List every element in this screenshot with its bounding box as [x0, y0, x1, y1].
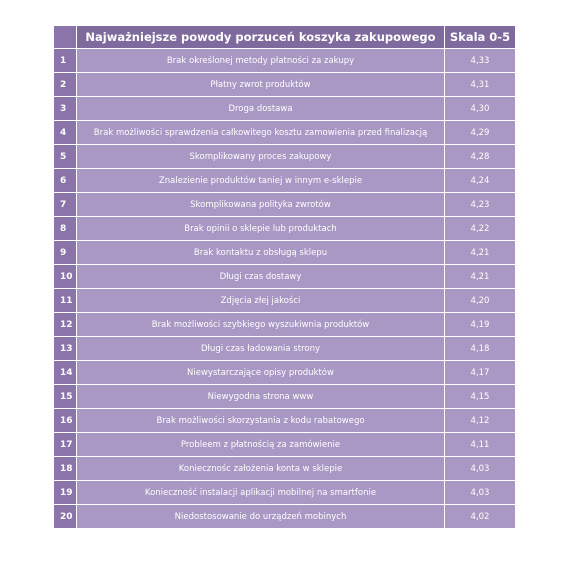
- table-row: 20 Niedostosowanie do urządzeń mobinych 4,…: [53, 504, 516, 529]
- reason-cell: Koniecznośc założenia konta w sklepie: [76, 456, 445, 481]
- reason-cell: Probleem z płatnością za zamówienie: [76, 432, 445, 457]
- row-number: 11: [53, 288, 77, 313]
- reason-cell: Niewystarczające opisy produktów: [76, 360, 445, 385]
- score-cell: 4,31: [444, 72, 516, 97]
- header-cell: [53, 25, 77, 49]
- reason-cell: Długi czas ładowania strony: [76, 336, 445, 361]
- reason-cell: Brak możliwości skorzystania z kodu raba…: [76, 408, 445, 433]
- table-row: 1 Brak określonej metody płatności za zak…: [53, 48, 516, 73]
- row-number: 6: [53, 168, 77, 193]
- score-cell: 4,18: [444, 336, 516, 361]
- score-cell: 4,29: [444, 120, 516, 145]
- reason-cell: Droga dostawa: [76, 96, 445, 121]
- table-row: 15 Niewygodna strona www 4,15: [53, 384, 516, 409]
- table-row: 19 Konieczność instalacji aplikacji mobil…: [53, 480, 516, 505]
- score-cell: 4,30: [444, 96, 516, 121]
- reason-cell: Brak możliwości szybkiego wyszukiwnia pr…: [76, 312, 445, 337]
- reason-cell: Długi czas dostawy: [76, 264, 445, 289]
- table-row: 7 Skomplikowana polityka zwrotów 4,23: [53, 192, 516, 217]
- row-number: 12: [53, 312, 77, 337]
- reason-cell: Niedostosowanie do urządzeń mobinych: [76, 504, 445, 529]
- score-cell: 4,23: [444, 192, 516, 217]
- score-cell: 4,03: [444, 456, 516, 481]
- reason-cell: Niewygodna strona www: [76, 384, 445, 409]
- score-cell: 4,22: [444, 216, 516, 241]
- score-cell: 4,12: [444, 408, 516, 433]
- row-number: 14: [53, 360, 77, 385]
- score-cell: 4,24: [444, 168, 516, 193]
- reason-cell: Brak określonej metody płatności za zaku…: [76, 48, 445, 73]
- reason-cell: Brak opinii o sklepie lub produktach: [76, 216, 445, 241]
- reason-cell: Brak możliwości sprawdzenia całkowitego …: [76, 120, 445, 145]
- row-number: 16: [53, 408, 77, 433]
- row-number: 10: [53, 264, 77, 289]
- table-row: 10 Długi czas dostawy 4,21: [53, 264, 516, 289]
- header-cell: Najważniejsze powody porzuceń koszyka za…: [76, 25, 445, 49]
- score-cell: 4,21: [444, 264, 516, 289]
- table-row: 6 Znalezienie produktów taniej w innym e-…: [53, 168, 516, 193]
- table-row: 12 Brak możliwości szybkiego wyszukiwnia …: [53, 312, 516, 337]
- reason-cell: Znalezienie produktów taniej w innym e-s…: [76, 168, 445, 193]
- table-row: 14 Niewystarczające opisy produktów 4,17: [53, 360, 516, 385]
- score-cell: 4,02: [444, 504, 516, 529]
- row-number: 7: [53, 192, 77, 217]
- reason-cell: Zdjęcia złej jakości: [76, 288, 445, 313]
- table-row: 11 Zdjęcia złej jakości 4,20: [53, 288, 516, 313]
- row-number: 5: [53, 144, 77, 169]
- row-number: 3: [53, 96, 77, 121]
- table-row: 13 Długi czas ładowania strony 4,18: [53, 336, 516, 361]
- table-row: 8 Brak opinii o sklepie lub produktach 4,2…: [53, 216, 516, 241]
- score-cell: 4,33: [444, 48, 516, 73]
- table: Najważniejsze powody porzuceń koszyka za…: [53, 25, 516, 529]
- score-cell: 4,03: [444, 480, 516, 505]
- reason-cell: Brak kontaktu z obsługą sklepu: [76, 240, 445, 265]
- score-cell: 4,11: [444, 432, 516, 457]
- table-row: 2 Płatny zwrot produktów 4,31: [53, 72, 516, 97]
- row-number: 1: [53, 48, 77, 73]
- table-body: 1 Brak określonej metody płatności za zak…: [53, 48, 516, 529]
- table-row: 5 Skomplikowany proces zakupowy 4,28: [53, 144, 516, 169]
- table-row: 18 Koniecznośc założenia konta w sklepie 4…: [53, 456, 516, 481]
- row-number: 15: [53, 384, 77, 409]
- row-number: 2: [53, 72, 77, 97]
- table-row: 9 Brak kontaktu z obsługą sklepu 4,21: [53, 240, 516, 265]
- header-row: Najważniejsze powody porzuceń koszyka za…: [53, 25, 516, 49]
- table-row: 4 Brak możliwości sprawdzenia całkowitego…: [53, 120, 516, 145]
- row-number: 4: [53, 120, 77, 145]
- row-number: 20: [53, 504, 77, 529]
- row-number: 8: [53, 216, 77, 241]
- reason-cell: Skomplikowana polityka zwrotów: [76, 192, 445, 217]
- row-number: 18: [53, 456, 77, 481]
- score-cell: 4,15: [444, 384, 516, 409]
- row-number: 9: [53, 240, 77, 265]
- header-cell: Skala 0-5: [444, 25, 516, 49]
- score-cell: 4,21: [444, 240, 516, 265]
- table-row: 17 Probleem z płatnością za zamówienie 4,1…: [53, 432, 516, 457]
- reason-cell: Płatny zwrot produktów: [76, 72, 445, 97]
- score-cell: 4,28: [444, 144, 516, 169]
- reason-cell: Konieczność instalacji aplikacji mobilne…: [76, 480, 445, 505]
- reason-cell: Skomplikowany proces zakupowy: [76, 144, 445, 169]
- score-cell: 4,17: [444, 360, 516, 385]
- row-number: 13: [53, 336, 77, 361]
- table-row: 16 Brak możliwości skorzystania z kodu ra…: [53, 408, 516, 433]
- row-number: 19: [53, 480, 77, 505]
- score-cell: 4,20: [444, 288, 516, 313]
- table-row: 3 Droga dostawa 4,30: [53, 96, 516, 121]
- score-cell: 4,19: [444, 312, 516, 337]
- row-number: 17: [53, 432, 77, 457]
